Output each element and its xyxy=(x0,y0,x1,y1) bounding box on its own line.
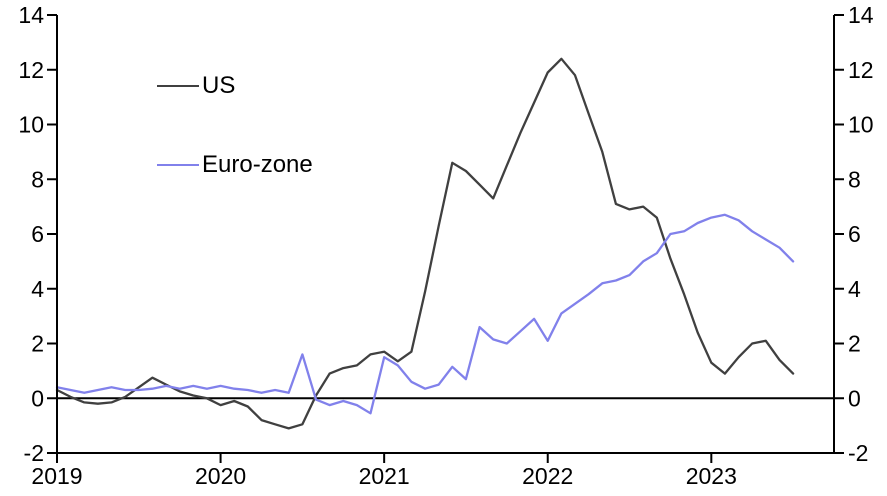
y-axis-right-label: -2 xyxy=(848,440,868,466)
y-axis-left-label: 14 xyxy=(18,2,44,28)
y-axis-left-label: 4 xyxy=(31,276,44,302)
us-legend-swatch xyxy=(157,85,199,87)
y-axis-left-label: -2 xyxy=(24,440,44,466)
y-axis-right-label: 12 xyxy=(848,57,874,83)
y-axis-left-label: 12 xyxy=(18,57,44,83)
y-axis-left-label: 10 xyxy=(18,112,44,138)
y-axis-right-label: 14 xyxy=(848,2,874,28)
y-axis-right-label: 6 xyxy=(848,221,861,247)
eurozone-line xyxy=(55,213,795,415)
y-axis-right-label: 8 xyxy=(848,166,861,192)
y-axis-left-label: 2 xyxy=(31,331,44,357)
x-axis-year-label: 2021 xyxy=(359,463,410,489)
x-axis-year-label: 2022 xyxy=(522,463,573,489)
y-axis-left-label: 8 xyxy=(31,166,44,192)
legend-item-us: US xyxy=(157,74,235,98)
y-axis-left-label: 0 xyxy=(31,385,44,411)
y-axis-right-label: 0 xyxy=(848,385,861,411)
legend-item-eurozone: Euro-zone xyxy=(157,153,313,177)
x-axis-year-label: 2019 xyxy=(31,463,82,489)
y-axis-left-label: 6 xyxy=(31,221,44,247)
us-legend-label: US xyxy=(202,72,236,99)
us-line xyxy=(55,57,795,430)
x-axis-year-label: 2020 xyxy=(195,463,246,489)
y-axis-right-label: 2 xyxy=(848,331,861,357)
eurozone-legend-swatch xyxy=(157,164,199,166)
y-axis-right-label: 10 xyxy=(848,112,874,138)
y-axis-right-label: 4 xyxy=(848,276,861,302)
eurozone-legend-label: Euro-zone xyxy=(202,151,313,178)
x-axis-year-label: 2023 xyxy=(686,463,737,489)
